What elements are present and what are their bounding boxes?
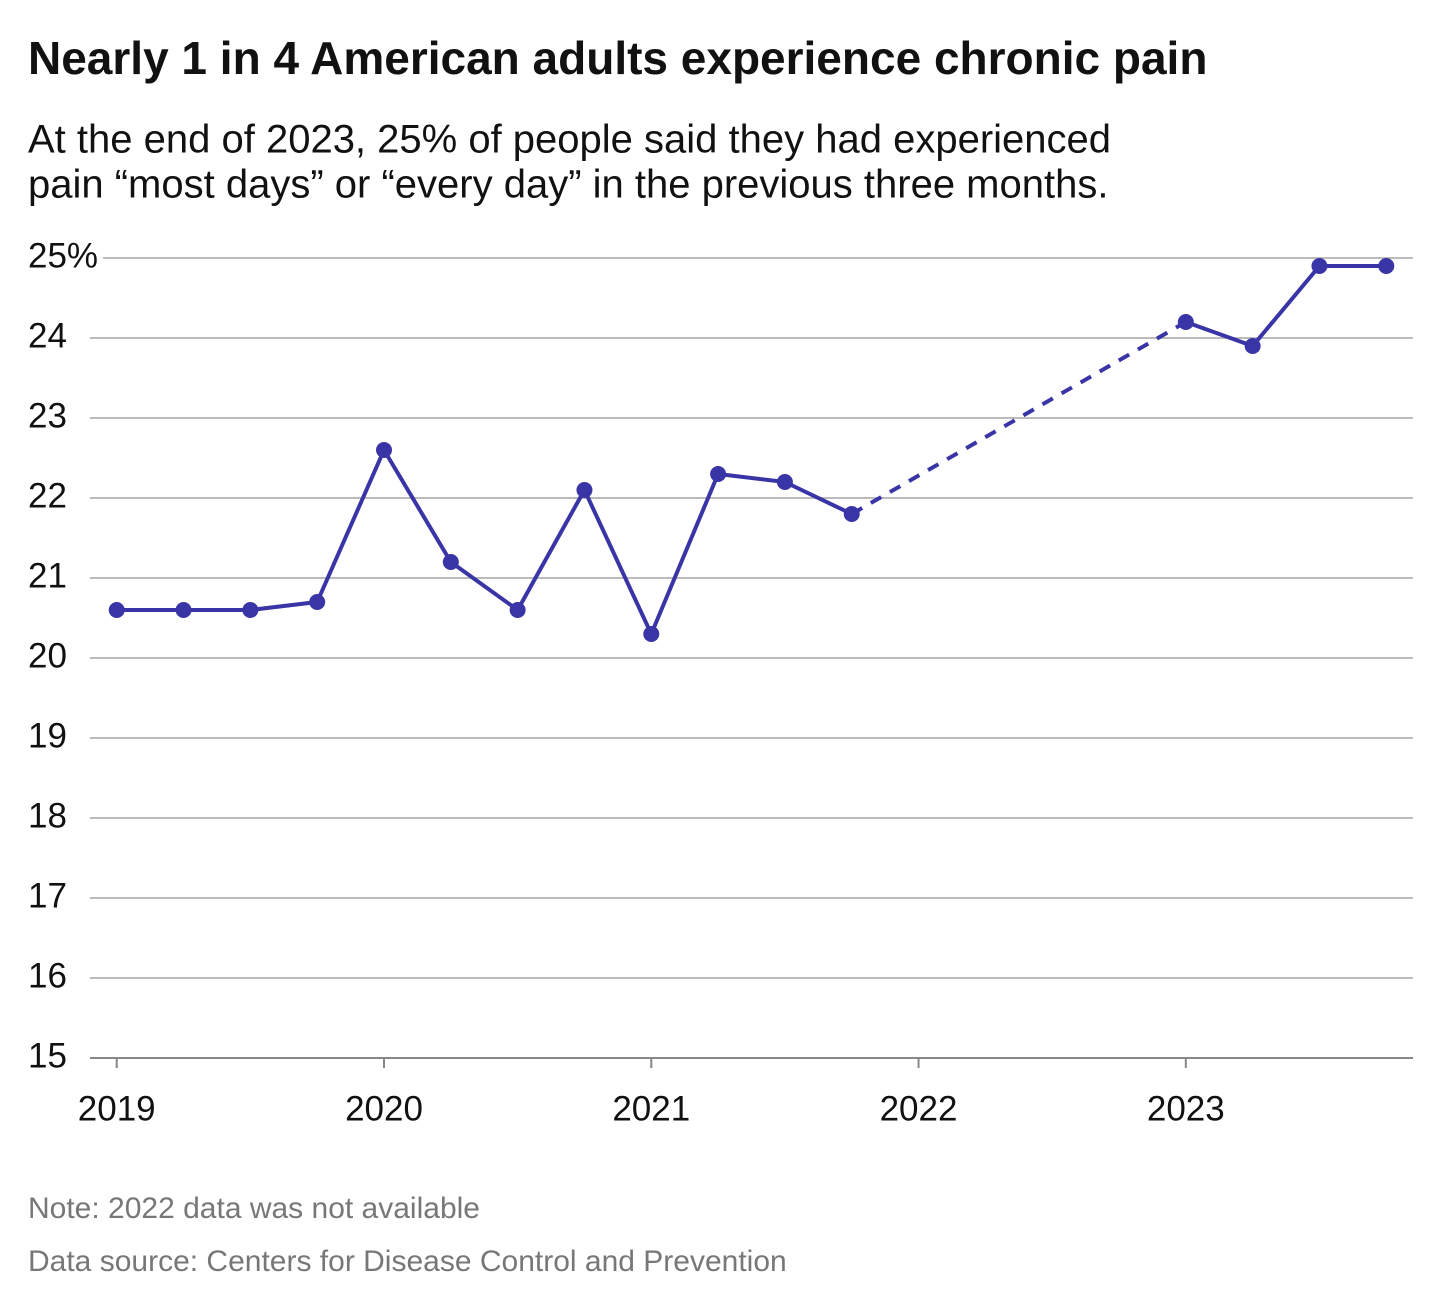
point (242, 602, 259, 618)
point (1378, 258, 1395, 274)
point (509, 602, 526, 618)
y-tick-label: 19 (28, 716, 67, 755)
y-tick-label: 24 (28, 316, 67, 355)
chart-subtitle: At the end of 2023, 25% of people said t… (28, 118, 1111, 162)
point (175, 602, 192, 618)
point (442, 554, 459, 570)
y-tick-label: 17 (28, 876, 67, 915)
y-tick-label: 22 (28, 476, 67, 515)
y-tick-label: 18 (28, 796, 67, 835)
x-tick-label: 2020 (345, 1089, 423, 1128)
point (1244, 338, 1261, 354)
point (1311, 258, 1328, 274)
y-tick-label: 23 (28, 396, 67, 435)
point (710, 466, 727, 482)
x-tick-label: 2021 (612, 1089, 690, 1128)
point (576, 482, 593, 498)
line (1185, 264, 1387, 348)
point (843, 506, 860, 522)
y-tick-label: 15 (28, 1036, 67, 1075)
y-tick-label: 20 (28, 636, 67, 675)
point (643, 626, 660, 642)
point (309, 594, 326, 610)
point (108, 602, 125, 618)
chart-title: Nearly 1 in 4 American adults experience… (28, 32, 1207, 84)
point (376, 442, 392, 458)
source: Data source: Centers for Disease Control… (28, 1245, 787, 1278)
x-tick-label: 2022 (880, 1089, 958, 1128)
y-tick-label: 25% (28, 236, 98, 275)
y-tick-label: 21 (28, 556, 67, 595)
note: Note: 2022 data was not available (28, 1192, 480, 1225)
point (776, 474, 793, 490)
x-tick-label: 2023 (1147, 1089, 1225, 1128)
y-tick-label: 16 (28, 956, 67, 995)
x-tick-label: 2019 (78, 1089, 156, 1128)
point (1177, 314, 1194, 330)
line (116, 448, 853, 636)
chart-subtitle: pain “most days” or “every day” in the p… (28, 163, 1108, 207)
